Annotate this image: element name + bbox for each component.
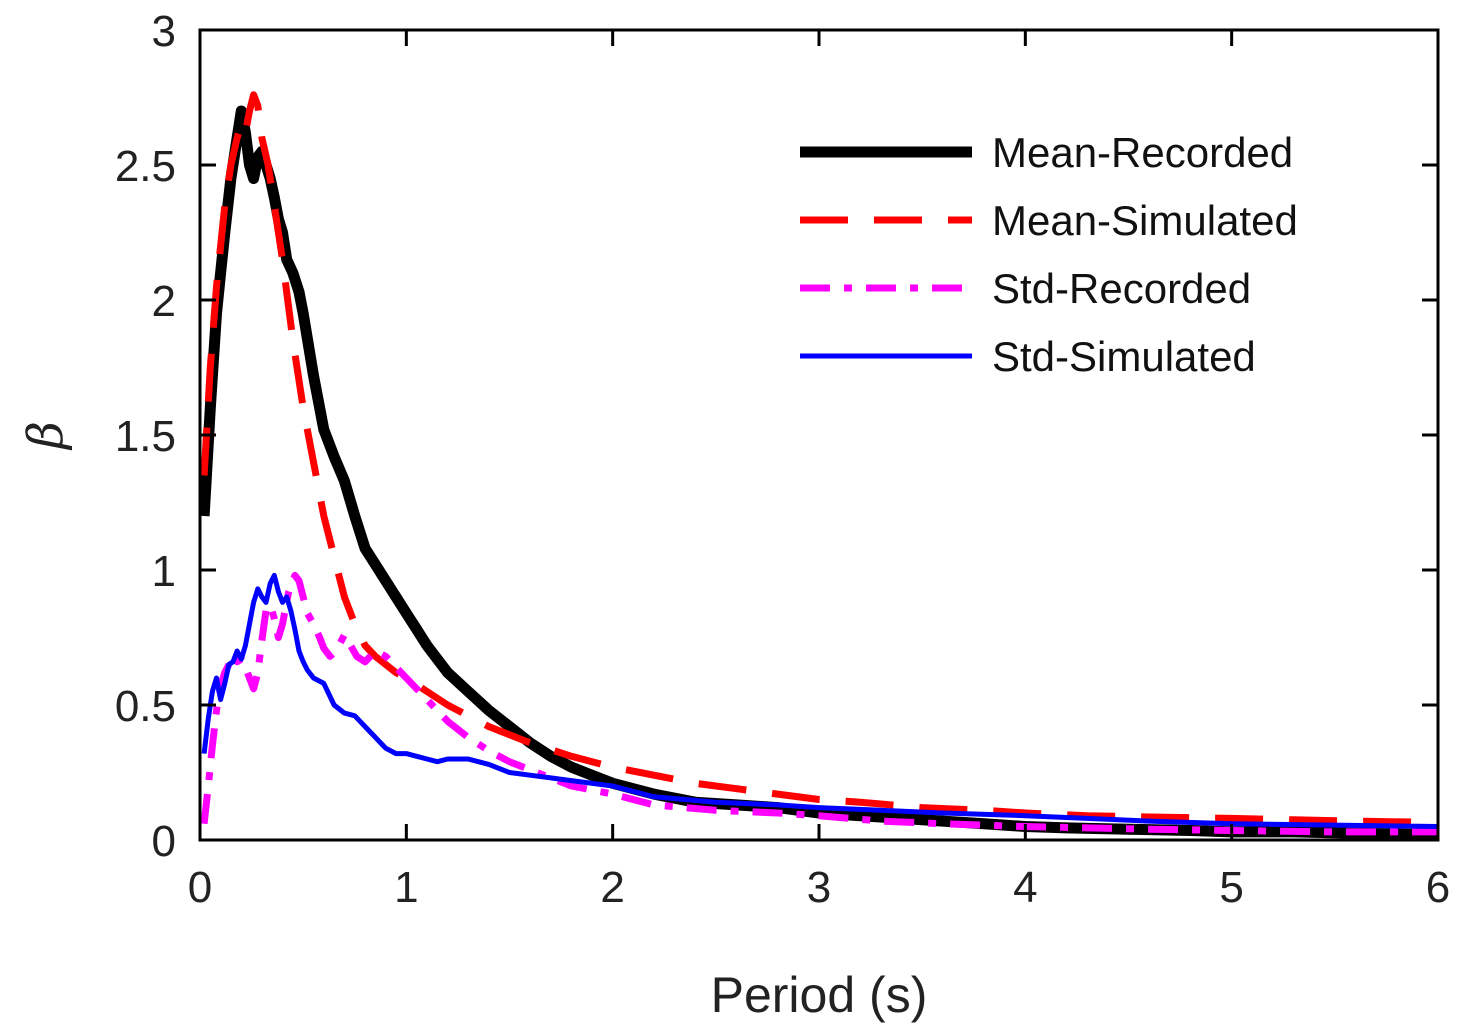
x-tick-label: 6 [1426,863,1450,912]
x-tick-label: 2 [600,863,624,912]
x-axis-label: Period (s) [711,967,928,1023]
legend-label: Std-Simulated [992,333,1256,380]
legend-label: Std-Recorded [992,265,1251,312]
legend-label: Mean-Recorded [992,129,1293,176]
y-tick-label: 2.5 [115,142,176,191]
series-layer [198,91,1439,841]
series-line-mean-recorded [198,105,1439,841]
y-tick-label: 0.5 [115,682,176,731]
y-tick-label: 1.5 [115,412,176,461]
ticks-layer [198,28,1440,842]
tick-labels-layer: 0 1 2 3 4 5 6 0 0.5 1 1.5 2 2.5 3 [115,7,1450,912]
y-axis-label: β [18,421,74,451]
series-line-std-recorded [200,571,1438,836]
y-tick-label: 2 [152,277,176,326]
x-tick-label: 3 [807,863,831,912]
x-tick-label: 5 [1219,863,1243,912]
x-tick-label: 1 [394,863,418,912]
x-tick-label: 4 [1013,863,1037,912]
series-line-std-simulated [201,572,1439,829]
legend: Mean-Recorded Mean-Simulated Std-Recorded S… [800,129,1298,380]
y-tick-label: 1 [152,547,176,596]
legend-label: Mean-Simulated [992,197,1298,244]
y-tick-label: 3 [152,7,176,56]
series-line-mean-simulated [200,91,1439,826]
y-tick-label: 0 [152,817,176,866]
x-tick-label: 0 [188,863,212,912]
